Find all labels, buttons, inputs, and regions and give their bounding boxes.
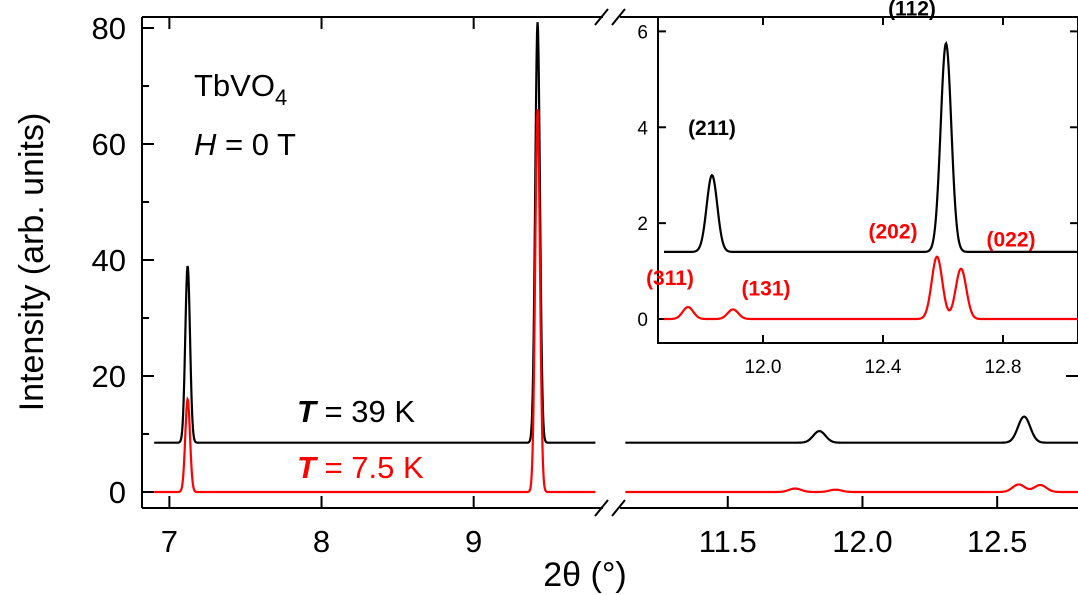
temperature-low-label: T = 7.5 K (297, 450, 424, 485)
peak-label: (202) (868, 221, 917, 244)
peak-label: (112) (888, 0, 936, 20)
series-39K-right (625, 415, 1078, 444)
main-series (154, 22, 1078, 494)
axis-break-top-right (611, 8, 626, 26)
y-axis-label: Intensity (arb. units) (13, 113, 51, 412)
y-tick-label: 40 (92, 243, 126, 278)
inset-peak-labels: (211) (112) (311) (131) (202) (022) (646, 0, 1035, 300)
series-7.5K-right (625, 483, 1078, 494)
y-tick-label: 0 (109, 475, 126, 510)
inset-series-39K (664, 41, 1078, 254)
inset-y-tick-label: 0 (637, 310, 648, 331)
series-7.5K-left (154, 109, 596, 494)
inset-frame (657, 16, 1078, 344)
peak-label: (211) (688, 117, 736, 140)
x-tick-label: 11.5 (699, 524, 757, 559)
axis-break-bottom-left (594, 499, 609, 517)
inset-x-tick-label: 12.4 (865, 357, 902, 378)
x-axis-label: 2θ (°) (543, 556, 627, 594)
peak-label: (131) (741, 277, 790, 300)
inset-x-ticks: 12.0 12.4 12.8 (745, 17, 1022, 378)
compound-label: TbVO4 (194, 68, 287, 110)
main-x-ticks: 7 8 9 11.5 12.0 12.5 (161, 17, 1027, 559)
axis-break-top-left (594, 8, 609, 26)
inset-x-tick-label: 12.8 (985, 357, 1022, 378)
x-tick-label: 8 (313, 524, 330, 559)
field-label: H = 0 T (194, 127, 296, 162)
inset-series-7.5K (664, 255, 1078, 321)
temperature-high-label: T = 39 K (297, 394, 415, 429)
series-39K-left (154, 22, 596, 444)
inset-y-tick-label: 2 (637, 214, 648, 235)
y-tick-label: 60 (92, 127, 126, 162)
y-tick-label: 20 (92, 359, 126, 394)
x-tick-label: 12.5 (967, 524, 1027, 559)
inset-series (664, 41, 1078, 321)
axis-break-marks (594, 8, 626, 517)
inset-x-tick-label: 12.0 (745, 357, 782, 378)
y-tick-label: 80 (92, 11, 126, 46)
inset-y-tick-label: 6 (637, 22, 648, 43)
inset-y-tick-label: 4 (637, 118, 648, 139)
x-tick-label: 7 (161, 524, 178, 559)
axis-break-bottom-right (611, 499, 626, 517)
peak-label: (311) (646, 267, 694, 290)
x-tick-label: 12.0 (832, 524, 892, 559)
x-tick-label: 9 (465, 524, 482, 559)
peak-label: (022) (986, 229, 1035, 252)
